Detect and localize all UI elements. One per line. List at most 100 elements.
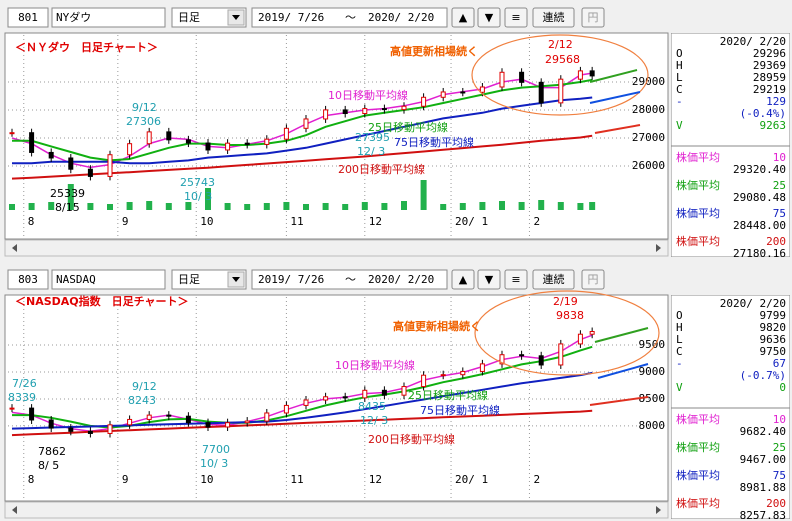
code-field[interactable] bbox=[7, 7, 49, 28]
volume-bar bbox=[322, 203, 329, 210]
candle-body bbox=[48, 419, 54, 429]
to-date[interactable]: 2020/ 2/20 bbox=[368, 273, 434, 286]
info-panel: 2020/ 2/20 O 29296 H 29369 L 28959 C 29219 - 129(-… bbox=[671, 33, 790, 257]
btn-up-label[interactable]: ▲ bbox=[459, 273, 468, 286]
date-range[interactable] bbox=[251, 269, 448, 290]
ohlc-label: H bbox=[676, 321, 683, 334]
candle-body bbox=[87, 168, 93, 177]
x-tick-label: 20/ 1 bbox=[455, 473, 488, 486]
name-field[interactable] bbox=[51, 7, 166, 28]
ma-value: 29320.40 bbox=[733, 163, 786, 176]
volume-bar bbox=[420, 180, 427, 210]
btn-continuous-label[interactable]: 連続 bbox=[543, 272, 565, 286]
candle-body bbox=[558, 343, 564, 366]
btn-menu[interactable] bbox=[504, 7, 528, 28]
btn-down[interactable] bbox=[477, 7, 501, 28]
annotation: 9838 bbox=[556, 309, 584, 322]
scroll-left[interactable] bbox=[12, 244, 17, 252]
x-tick-label: 2 bbox=[533, 215, 540, 228]
btn-yen-label[interactable]: 円 bbox=[588, 273, 599, 286]
y-tick-label: 8000 bbox=[639, 419, 666, 432]
name-field-text[interactable]: NASDAQ bbox=[56, 273, 96, 286]
btn-up[interactable] bbox=[451, 7, 475, 28]
btn-menu-label[interactable]: ≡ bbox=[511, 11, 520, 24]
tilde: ～ bbox=[345, 273, 356, 286]
candle-body bbox=[589, 331, 595, 335]
candle-body bbox=[519, 71, 525, 83]
annotation: 75日移動平均線 bbox=[420, 403, 500, 417]
annotation: 7/26 bbox=[12, 377, 37, 390]
candle-body bbox=[185, 415, 191, 424]
btn-down-label[interactable]: ▼ bbox=[485, 273, 494, 286]
btn-up-label[interactable]: ▲ bbox=[459, 11, 468, 24]
annotation: 7862 bbox=[38, 445, 66, 458]
ohlc-label: L bbox=[676, 71, 683, 84]
volume-bar bbox=[185, 202, 192, 210]
select-arrow[interactable] bbox=[232, 15, 240, 20]
ohlc-value: 9799 bbox=[760, 309, 787, 322]
ma-label: 株価平均 bbox=[676, 178, 720, 192]
scrollbar[interactable] bbox=[4, 501, 669, 519]
ma-value: 28448.00 bbox=[733, 219, 786, 232]
info-box bbox=[671, 295, 790, 519]
candle-body bbox=[225, 422, 231, 428]
x-tick-label: 11 bbox=[290, 473, 303, 486]
annotation: 8339 bbox=[8, 391, 36, 404]
candle-body bbox=[185, 139, 191, 144]
x-tick-label: 12 bbox=[369, 215, 382, 228]
name-field[interactable] bbox=[51, 269, 166, 290]
code-field-text[interactable]: 803 bbox=[18, 273, 38, 286]
info-box bbox=[671, 33, 790, 257]
btn-yen-label[interactable]: 円 bbox=[588, 11, 599, 24]
candle-body bbox=[460, 370, 466, 376]
ma-period: 200 bbox=[766, 235, 786, 248]
scroll-right[interactable] bbox=[656, 506, 661, 514]
select-arrow[interactable] bbox=[232, 277, 240, 282]
volume-bar bbox=[48, 202, 55, 210]
ohlc-label: C bbox=[676, 345, 683, 358]
candle-body bbox=[244, 142, 250, 145]
annotation: 8/15 bbox=[55, 201, 80, 214]
btn-yen[interactable] bbox=[581, 269, 605, 290]
period-text[interactable]: 日足 bbox=[178, 11, 200, 24]
ohlc-value: 29296 bbox=[753, 47, 786, 60]
to-date[interactable]: 2020/ 2/20 bbox=[368, 11, 434, 24]
name-field-text[interactable]: NYダウ bbox=[56, 10, 91, 24]
x-tick-label: 12 bbox=[369, 473, 382, 486]
annotation: 25日移動平均線 bbox=[368, 120, 448, 134]
btn-down[interactable] bbox=[477, 269, 501, 290]
x-tick-label: 8 bbox=[28, 215, 35, 228]
btn-continuous[interactable] bbox=[532, 7, 575, 28]
volume-bar bbox=[577, 203, 584, 210]
btn-down-label[interactable]: ▼ bbox=[485, 11, 494, 24]
code-field-text[interactable]: 801 bbox=[18, 11, 38, 24]
change-pct: (-0.7%) bbox=[740, 369, 786, 382]
scroll-right[interactable] bbox=[656, 244, 661, 252]
date-range[interactable] bbox=[251, 7, 448, 28]
btn-yen[interactable] bbox=[581, 7, 605, 28]
change-value: 129 bbox=[766, 95, 786, 108]
annotation: 8243 bbox=[128, 394, 156, 407]
x-tick-label: 10 bbox=[200, 473, 213, 486]
btn-menu[interactable] bbox=[504, 269, 528, 290]
btn-menu-label[interactable]: ≡ bbox=[511, 273, 520, 286]
btn-up[interactable] bbox=[451, 269, 475, 290]
chart-panel: 803 NASDAQ 日足 2019/ 7/26 ～ 2020/ 2/20 ▲ ▼ ≡ 連続 円 80… bbox=[4, 269, 790, 519]
candle-body bbox=[127, 418, 133, 426]
volume-bar bbox=[518, 202, 525, 210]
ma-value: 8981.88 bbox=[740, 481, 786, 494]
scrollbar[interactable] bbox=[4, 239, 669, 257]
y-tick-label: 9500 bbox=[639, 338, 666, 351]
btn-continuous[interactable] bbox=[532, 269, 575, 290]
ma-value: 9682.40 bbox=[740, 425, 786, 438]
annotation: 9/12 bbox=[132, 380, 157, 393]
from-date[interactable]: 2019/ 7/26 bbox=[258, 11, 324, 24]
scroll-left[interactable] bbox=[12, 506, 17, 514]
period-text[interactable]: 日足 bbox=[178, 273, 200, 286]
highlight-ellipse bbox=[474, 290, 660, 376]
from-date[interactable]: 2019/ 7/26 bbox=[258, 273, 324, 286]
btn-continuous-label[interactable]: 連続 bbox=[543, 10, 565, 24]
annotation: 高値更新相場続く bbox=[390, 44, 478, 58]
candle-body bbox=[460, 91, 466, 94]
code-field[interactable] bbox=[7, 269, 49, 290]
